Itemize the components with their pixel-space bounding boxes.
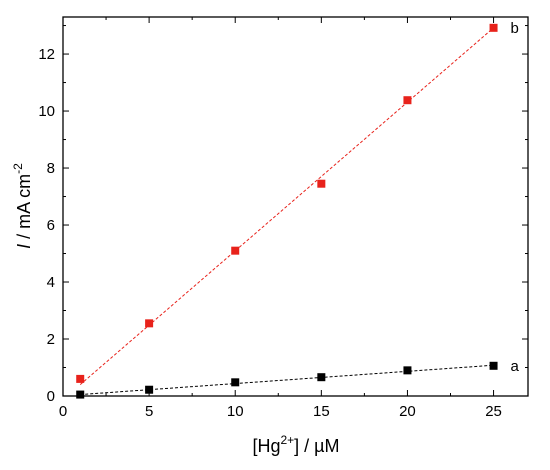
x-tick-label: 25 — [485, 403, 502, 420]
series-label-b: b — [511, 20, 519, 37]
x-axis-title: [Hg2+] / µM — [252, 433, 339, 456]
plot-frame — [62, 16, 529, 397]
data-point-a — [317, 373, 326, 382]
fit-line-b — [79, 27, 494, 385]
series-labels: ab — [511, 20, 520, 375]
axis-ticks: 0 5 10 15 20 25 0 2 4 6 8 10 12 — [38, 17, 528, 420]
data-point-b — [76, 374, 85, 383]
data-point-a — [489, 361, 498, 370]
y-tick-label: 2 — [47, 331, 55, 348]
fit-line-a — [80, 364, 494, 396]
data-point-b — [317, 179, 326, 188]
data-point-a — [403, 366, 412, 375]
data-point-b — [145, 319, 154, 328]
data-point-b — [489, 23, 498, 32]
y-tick-label: 10 — [38, 103, 55, 120]
data-point-b — [403, 96, 412, 105]
x-tick-label: 20 — [399, 403, 416, 420]
y-tick-label: 8 — [47, 160, 55, 177]
x-tick-label: 15 — [313, 403, 330, 420]
x-tick-label: 10 — [227, 403, 244, 420]
data-point-b — [231, 246, 240, 255]
data-point-a — [231, 378, 240, 387]
y-tick-label: 12 — [38, 46, 55, 63]
y-tick-label: 6 — [47, 217, 55, 234]
y-tick-label: 0 — [47, 388, 55, 405]
x-tick-label: 0 — [59, 403, 67, 420]
series-label-a: a — [511, 358, 520, 375]
y-axis-title: I / mA cm-2 — [11, 163, 34, 249]
data-points — [76, 23, 498, 399]
data-point-a — [145, 385, 154, 394]
data-point-a — [76, 390, 85, 399]
fit-lines — [79, 27, 494, 396]
y-tick-label: 4 — [47, 274, 55, 291]
x-tick-label: 5 — [145, 403, 153, 420]
